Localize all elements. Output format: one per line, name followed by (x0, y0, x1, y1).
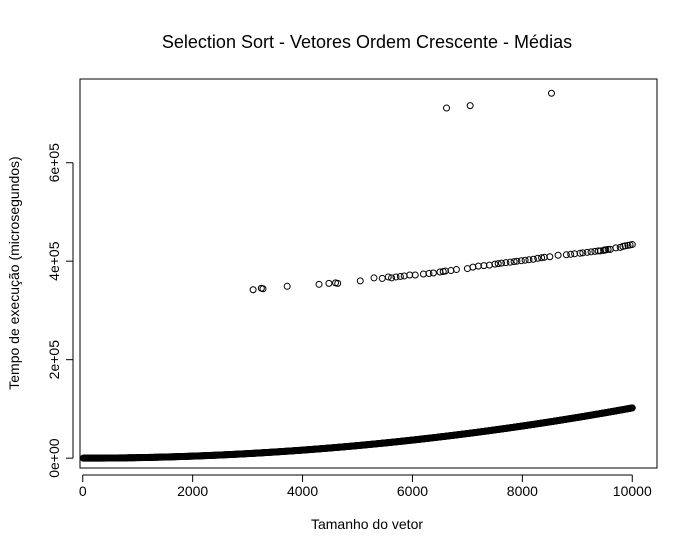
outlier-point (583, 248, 591, 256)
outlier-point (521, 256, 529, 264)
outlier-point (525, 256, 533, 264)
outlier-point (554, 251, 562, 259)
outlier-point (425, 270, 433, 277)
outlier-point (506, 258, 514, 266)
outlier-point (429, 269, 437, 277)
outlier-point (400, 272, 408, 280)
outlier-point (628, 240, 636, 248)
outlier-point (392, 273, 400, 281)
y-tick-label: 0e+00 (46, 438, 62, 478)
outlier-point (249, 286, 257, 294)
outlier-point (259, 285, 267, 293)
outlier-point (529, 255, 537, 263)
outlier-point (325, 279, 333, 287)
plot-frame (79, 78, 658, 469)
y-tick-label: 4e+05 (46, 241, 62, 281)
outlier-point (452, 266, 460, 274)
y-tick-label: 6e+05 (46, 143, 62, 183)
outlier-point (502, 259, 510, 267)
outlier-point (579, 249, 587, 257)
outlier-point (378, 274, 386, 282)
outlier-point (510, 258, 518, 266)
data-points (79, 89, 636, 462)
x-tick-label: 8000 (507, 483, 538, 499)
outlier-point (356, 277, 364, 285)
y-axis-label: Tempo de execução (microsegundos) (6, 156, 22, 389)
outlier-point (534, 254, 542, 262)
outlier-point (562, 251, 570, 259)
outlier-point (315, 280, 323, 288)
outlier-point (497, 259, 505, 267)
outlier-point (396, 272, 404, 280)
x-tick-label: 4000 (287, 483, 318, 499)
outlier-point (469, 263, 477, 271)
y-axis: 0e+00 2e+05 4e+05 6e+05 (46, 143, 74, 478)
outlier-point (567, 250, 575, 258)
x-axis: 0 2000 4000 6000 8000 10000 (79, 474, 652, 499)
outlier-point (517, 257, 525, 265)
outlier-point (443, 104, 451, 112)
outlier-point (547, 89, 555, 97)
outlier-point (334, 279, 342, 287)
outlier-point (466, 102, 474, 110)
outlier-point (612, 244, 620, 252)
outlier-point (283, 282, 291, 290)
outlier-point (604, 245, 612, 253)
outlier-point (370, 274, 378, 282)
outlier-point (388, 274, 396, 282)
y-tick-label: 2e+05 (46, 340, 62, 380)
outlier-point (491, 260, 499, 268)
outlier-point (494, 260, 502, 268)
outlier-point (621, 242, 629, 250)
outlier-point (576, 249, 584, 257)
chart-title: Selection Sort - Vetores Ordem Crescente… (162, 32, 572, 52)
outlier-point (384, 273, 392, 281)
x-tick-label: 0 (79, 483, 87, 499)
outlier-point (411, 271, 419, 279)
outlier-point (546, 253, 554, 261)
outlier-point (587, 248, 595, 256)
x-tick-label: 10000 (613, 483, 652, 499)
data-point (628, 404, 636, 412)
outlier-point (538, 254, 546, 262)
outlier-point (513, 257, 521, 265)
x-tick-label: 6000 (397, 483, 428, 499)
x-axis-label: Tamanho do vetor (311, 516, 423, 532)
x-tick-label: 2000 (177, 483, 208, 499)
